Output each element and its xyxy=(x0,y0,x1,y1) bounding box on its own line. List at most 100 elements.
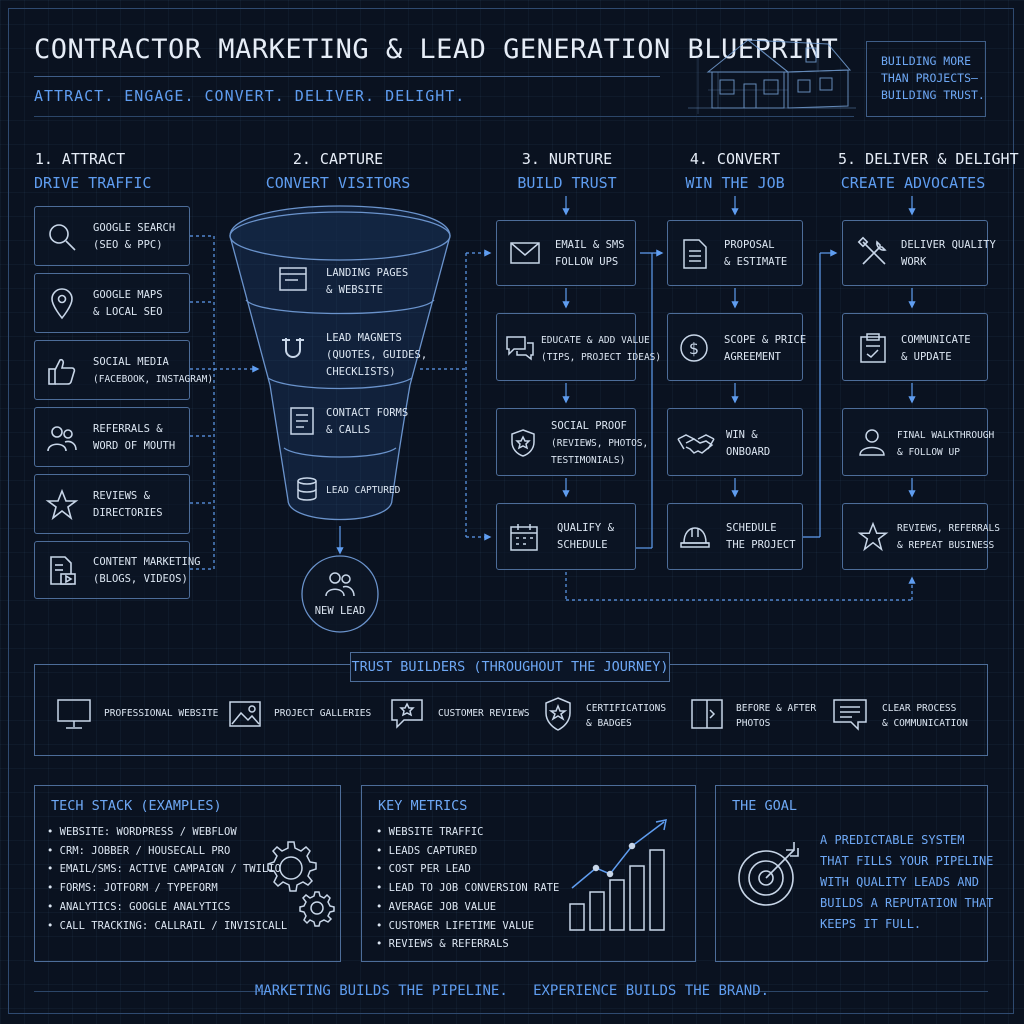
metric-item: • Customer Lifetime Value xyxy=(376,919,535,932)
attract-item-social-media: Social Media (Facebook, Instagram) xyxy=(34,340,213,400)
tech-stack-item: • Website: WordPress / Webflow xyxy=(47,826,237,838)
item-line: Google Maps xyxy=(93,289,163,301)
badge-icon xyxy=(545,697,571,731)
form-icon xyxy=(290,407,314,435)
stage-convert-title: 4. Convert xyxy=(689,150,781,168)
star-icon xyxy=(45,488,79,521)
map-pin-icon xyxy=(51,288,73,320)
star-icon xyxy=(857,521,889,552)
monitor-icon xyxy=(57,699,91,729)
metric-item: • Average Job Value xyxy=(376,900,497,913)
goal-title: The Goal xyxy=(732,798,798,814)
chat-icon xyxy=(506,336,534,361)
item-line: Certifications xyxy=(586,703,667,714)
item-line: Email & SMS xyxy=(555,239,625,251)
item-line: & Local SEO xyxy=(93,306,163,318)
footer-rule-right xyxy=(754,991,988,992)
nurture-item-educate: Educate & Add Value (Tips, Project Ideas) xyxy=(496,313,661,381)
item-line: Reviews, Referrals xyxy=(897,523,1000,534)
item-line: (Quotes, Guides, xyxy=(326,349,428,361)
attract-item-referrals: Referrals & Word of Mouth xyxy=(34,407,190,467)
convert-item-win-onboard: Win & Onboard xyxy=(667,408,803,476)
envelope-icon xyxy=(510,242,540,264)
attract-item-google-maps: Google Maps & Local SEO xyxy=(34,273,190,333)
item-line: Qualify & xyxy=(557,522,614,534)
item-line: Agreement xyxy=(724,351,781,363)
capture-item-landing-pages: Landing Pages & Website xyxy=(326,265,408,299)
magnet-icon xyxy=(282,338,304,358)
deliver-item-walkthrough: Final Walkthrough & Follow Up xyxy=(842,408,994,476)
attract-item-google-search: Google Search (SEO & PPC) xyxy=(34,206,190,266)
trust-builders-title: Trust Builders (Throughout the Journey) xyxy=(350,652,670,682)
stage-capture-title: 2. Capture xyxy=(292,150,384,168)
stage-deliver-title: 5. Deliver & Delight xyxy=(838,150,1019,168)
item-line: Schedule xyxy=(557,539,608,551)
calendar-icon xyxy=(510,524,538,551)
key-metrics-title: Key Metrics xyxy=(378,798,468,814)
tech-stack-item: • Call Tracking: CallRail / Invisicall xyxy=(47,919,288,932)
item-line: & Repeat Business xyxy=(897,540,995,551)
item-line: & Communication xyxy=(882,718,968,729)
item-line: (SEO & PPC) xyxy=(93,239,163,251)
target-icon xyxy=(738,842,799,906)
convert-item-scope-price: $ Scope & Price Agreement xyxy=(667,313,806,381)
tech-stack-item: • Forms: Jotform / Typeform xyxy=(47,882,218,895)
people-icon xyxy=(47,426,77,452)
convert-item-schedule-project: Schedule the Project xyxy=(667,503,803,570)
item-line: the Project xyxy=(726,539,796,551)
item-line: Landing Pages xyxy=(326,267,409,279)
attract-item-reviews: Reviews & Directories xyxy=(34,474,190,534)
item-line: Clear Process xyxy=(882,703,957,714)
capture-item-lead-captured: Lead Captured xyxy=(326,485,401,496)
capture-item-contact-forms: Contact Forms & Calls xyxy=(326,405,408,439)
browser-icon xyxy=(279,267,307,291)
stage-deliver-subtitle: Create Advocates xyxy=(840,174,986,192)
goal-panel: The Goal A predictable system that fills… xyxy=(715,785,993,962)
tagline-box: Building more than projects— building tr… xyxy=(866,41,986,117)
speech-icon xyxy=(833,699,867,731)
page-subtitle: Attract. Engage. Convert. Deliver. Delig… xyxy=(34,87,466,105)
item-line: Photos xyxy=(736,718,771,729)
database-icon xyxy=(297,477,317,501)
key-metrics-panel: Key Metrics • Website Traffic • Leads Ca… xyxy=(361,785,696,962)
subtitle-divider xyxy=(34,116,854,117)
item-line: Google Search xyxy=(93,222,176,234)
item-line: & Estimate xyxy=(724,256,788,268)
trust-item-clear-process: Clear Process & Communication xyxy=(882,701,968,731)
item-line: Word of Mouth xyxy=(93,440,176,452)
item-line: Win & xyxy=(726,429,758,441)
tech-stack-item: • Analytics: Google Analytics xyxy=(47,900,231,913)
capture-item-lead-magnets: Lead Magnets (Quotes, Guides, Checklists) xyxy=(326,330,427,381)
item-line: & Update xyxy=(901,351,952,363)
item-line: Referrals & xyxy=(93,423,163,435)
item-line: Social Media xyxy=(93,356,169,368)
item-line: Testimonials) xyxy=(551,455,626,466)
nurture-item-qualify-schedule: Qualify & Schedule xyxy=(496,503,636,570)
item-line: Lead Magnets xyxy=(326,332,402,344)
stage-nurture-subtitle: Build Trust xyxy=(517,174,617,192)
item-line: Follow Ups xyxy=(555,256,619,268)
tech-stack-item: • Email/SMS: Active Campaign / Twilio xyxy=(47,863,281,876)
metric-item: • Cost Per Lead xyxy=(376,863,471,876)
before-after-icon xyxy=(691,699,723,729)
trust-item-before-after: Before & After Photos xyxy=(736,701,816,731)
tagline-line: Building more xyxy=(881,54,972,68)
trust-item-galleries: Project Galleries xyxy=(274,708,372,719)
image-icon xyxy=(229,701,261,727)
thumbs-up-icon xyxy=(48,358,76,385)
stage-attract-subtitle: Drive Traffic xyxy=(34,174,152,192)
item-line: Educate & Add Value xyxy=(541,335,650,346)
footer-rule-left xyxy=(34,991,270,992)
search-icon xyxy=(49,224,76,251)
review-bubble-icon xyxy=(391,699,423,729)
tech-stack-title: Tech Stack (Examples) xyxy=(51,798,222,814)
item-line: Checklists) xyxy=(326,366,396,378)
item-line: Communicate xyxy=(901,334,971,346)
attract-item-content-marketing: Content Marketing (Blogs, Videos) xyxy=(34,541,200,599)
goal-text: A predictable system that fills your pip… xyxy=(820,830,993,935)
title-divider xyxy=(34,76,660,77)
people-icon xyxy=(325,572,355,597)
nurture-item-social-proof: Social Proof (Reviews, Photos, Testimonial… xyxy=(496,408,648,476)
item-line: (Facebook, Instagram) xyxy=(93,374,214,385)
